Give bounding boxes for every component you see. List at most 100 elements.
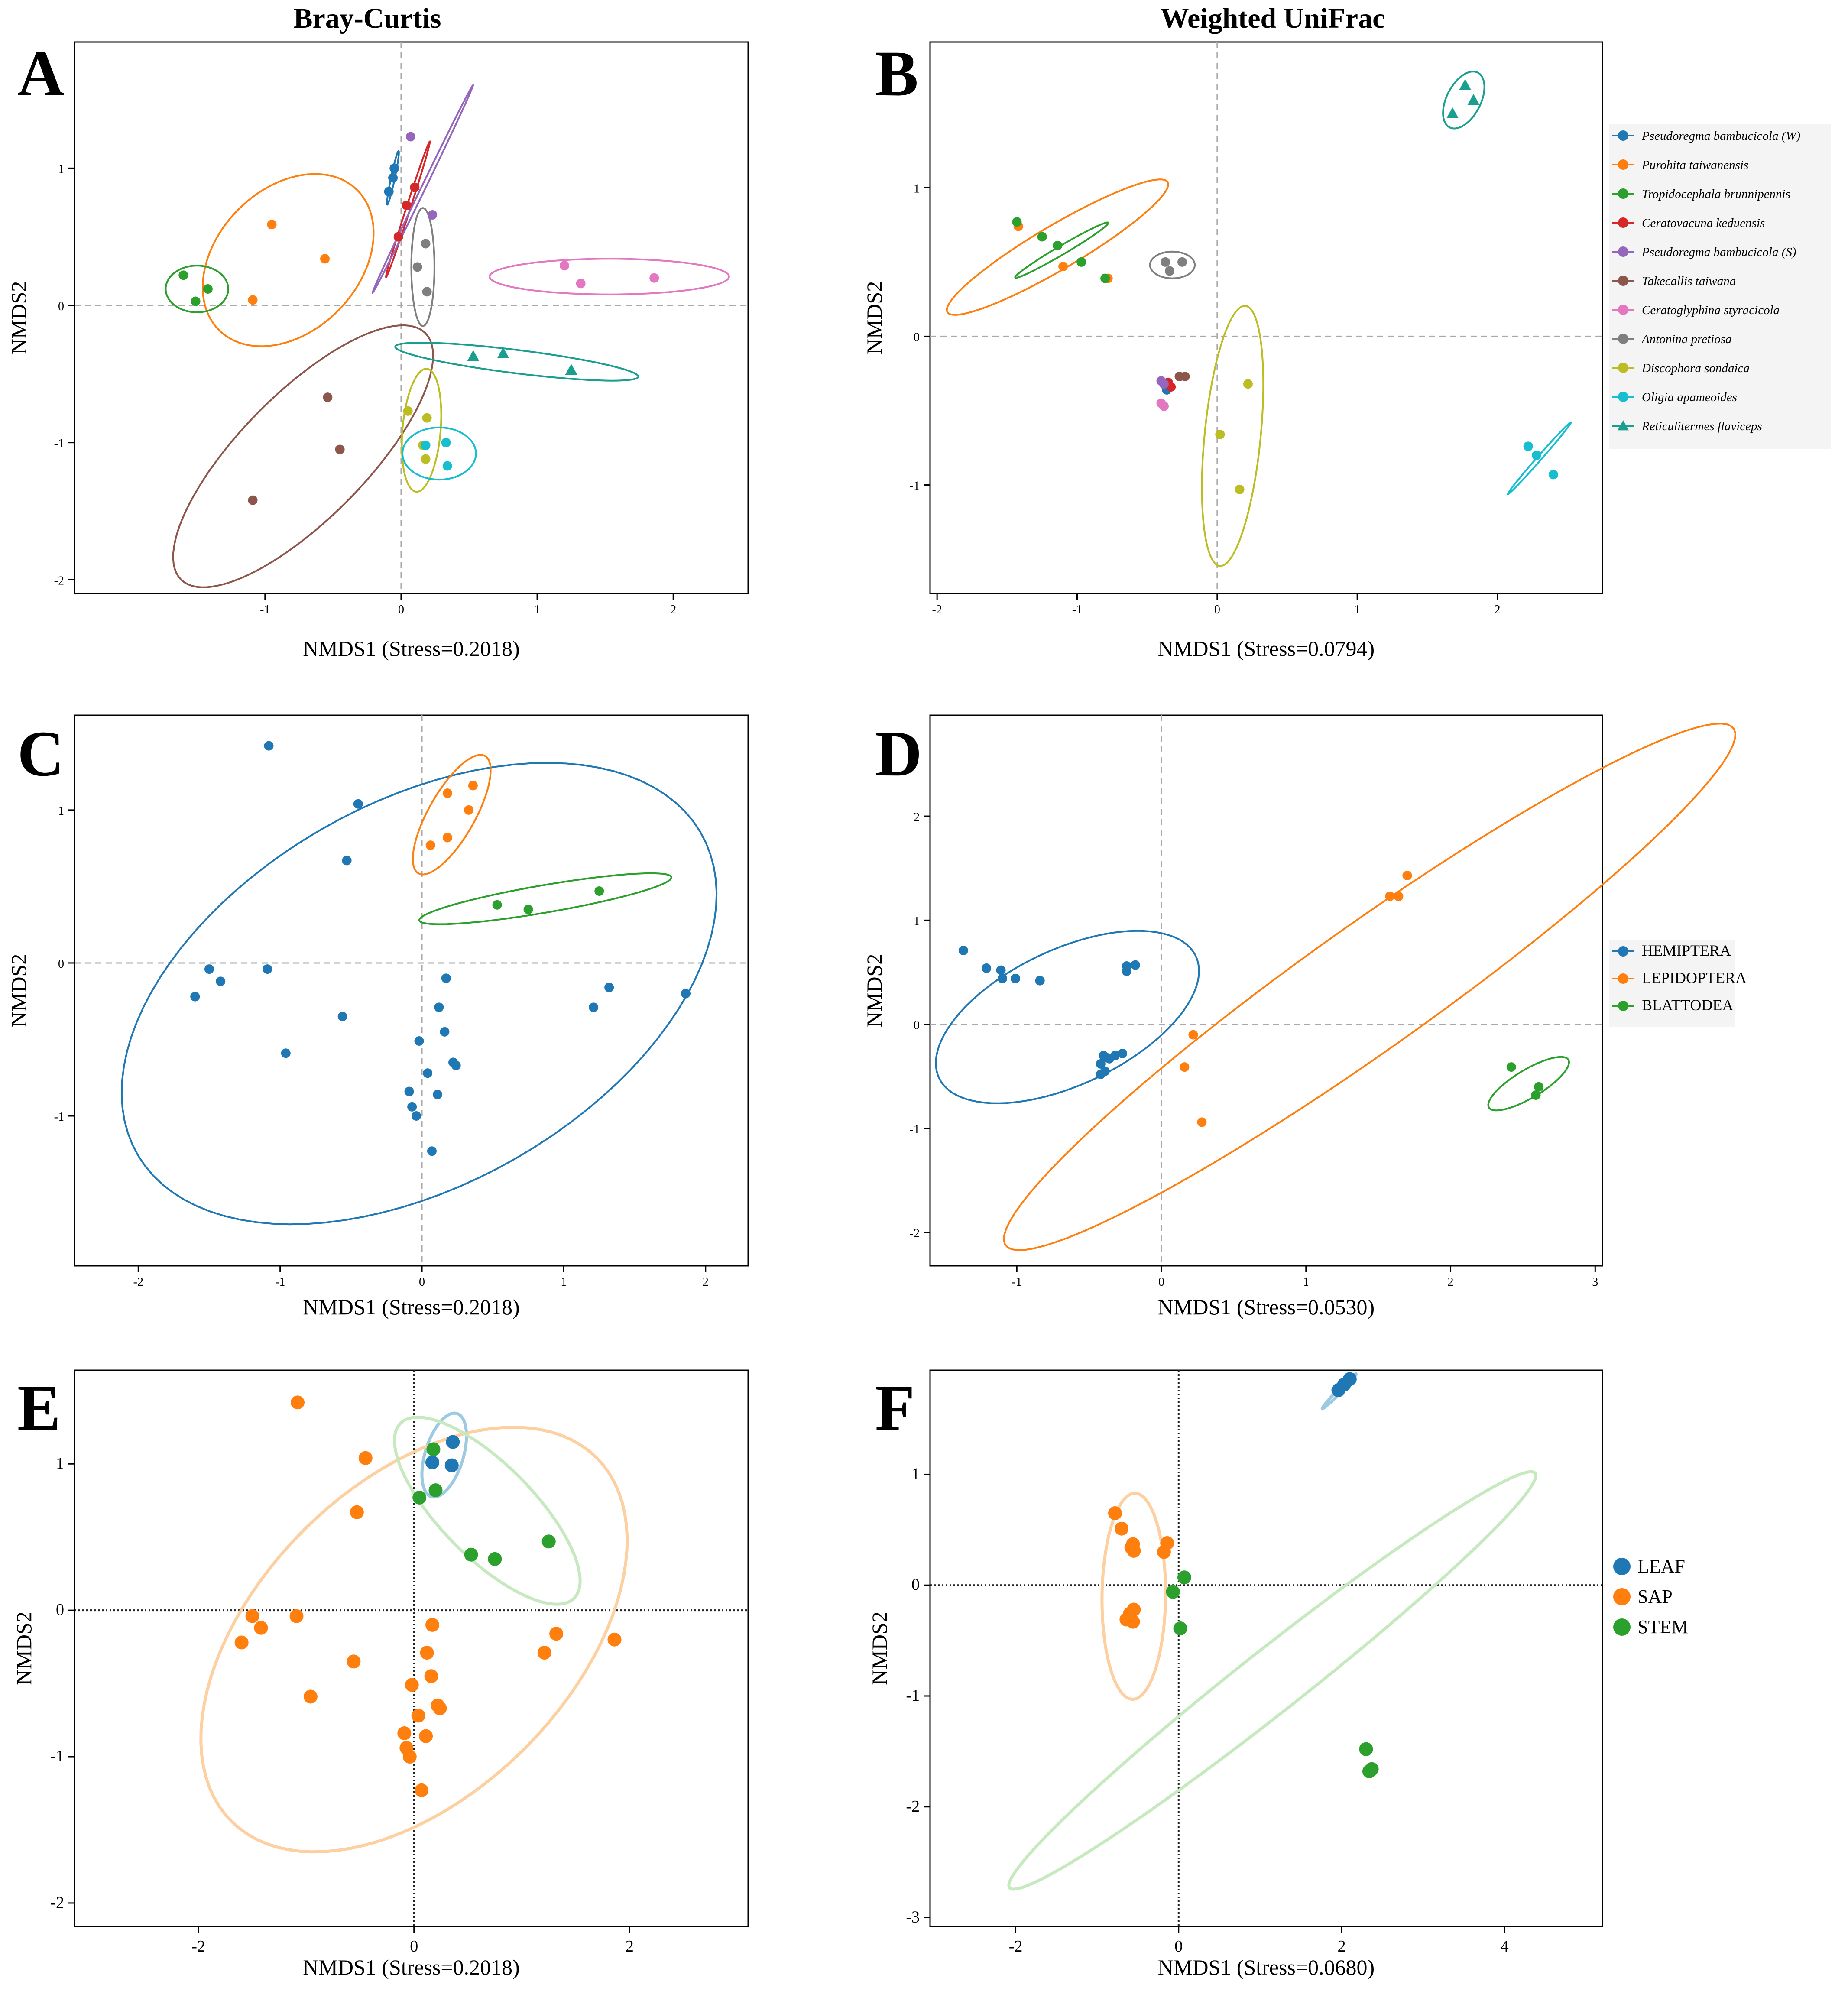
point-reticulitermes-flaviceps xyxy=(467,350,480,361)
legend-marker xyxy=(1618,188,1628,199)
point-sap xyxy=(549,1627,564,1641)
legend-label: Oligia apameoides xyxy=(1642,390,1737,404)
x-tick-label: 1 xyxy=(534,603,540,616)
y-tick-label: -3 xyxy=(906,1908,920,1926)
ellipse-tropidocephala-brunnipennis xyxy=(1014,221,1109,279)
point-sap xyxy=(411,1709,425,1723)
point-purohita-taiwanensis xyxy=(1058,262,1068,272)
point-hemiptera xyxy=(681,989,691,999)
ellipse-ceratoglyphina-styracicola xyxy=(489,258,730,295)
point-sap xyxy=(433,1701,447,1715)
y-tick-label: -1 xyxy=(50,1747,64,1765)
point-sap xyxy=(402,1750,417,1764)
panel-label-e: E xyxy=(17,1372,61,1444)
point-hemiptera xyxy=(1096,1059,1106,1069)
y-tick-label: 1 xyxy=(56,1454,64,1472)
point-reticulitermes-flaviceps xyxy=(1459,79,1472,90)
y-axis-title: NMDS2 xyxy=(867,1612,892,1685)
point-hemiptera xyxy=(281,1048,291,1058)
ellipse-oligia-apameoides xyxy=(402,426,477,481)
x-tick-label: 2 xyxy=(1495,603,1501,616)
point-hemiptera xyxy=(1122,966,1131,976)
panel-label-c: C xyxy=(17,718,64,790)
point-hemiptera xyxy=(404,1086,414,1096)
legend-marker xyxy=(1618,217,1628,228)
point-hemiptera xyxy=(190,992,200,1002)
ellipse-discophora-sondaica xyxy=(1201,305,1264,567)
point-tropidocephala-brunnipennis xyxy=(203,284,213,294)
x-tick-label: 2 xyxy=(703,1275,709,1289)
y-tick-label: -2 xyxy=(910,1227,920,1240)
point-lepidoptera xyxy=(442,833,452,843)
point-pseudoregma-bambucicola-w xyxy=(384,187,394,197)
panel-e: E -2 0 2 -2 -1 0 1 NMDS1 (Stress=0.2018) NMDS2 xyxy=(12,1369,749,1979)
point-takecallis-taiwana xyxy=(1180,372,1190,382)
point-lepidoptera xyxy=(464,805,474,815)
legend-marker xyxy=(1618,363,1628,373)
plot-frame xyxy=(74,41,749,594)
point-pseudoregma-bambucicola-s xyxy=(428,210,438,220)
point-stem xyxy=(488,1552,502,1566)
point-sap xyxy=(291,1395,305,1410)
panel-f: F -2 0 2 4 -3 -2 -1 0 1 NMDS1 (Stress=0.0680) NMDS2… xyxy=(867,1369,1688,1979)
legend-label: Reticulitermes flaviceps xyxy=(1641,419,1762,433)
legend-background xyxy=(1609,940,1735,1027)
point-hemiptera xyxy=(604,983,614,992)
point-stem xyxy=(541,1534,556,1549)
point-sap xyxy=(537,1646,551,1660)
legend-label: Ceratoglyphina styracicola xyxy=(1642,303,1780,317)
x-tick-label: 0 xyxy=(1174,1937,1183,1955)
panel-label-a: A xyxy=(17,38,64,110)
point-oligia-apameoides xyxy=(1548,470,1558,480)
legend-label: Purohita taiwanensis xyxy=(1641,158,1748,172)
point-takecallis-taiwana xyxy=(248,495,258,505)
panel-c: C -2 -1 0 1 2 -1 0 1 NMDS1 (Stress=0.2018) NMDS2 xyxy=(6,714,749,1319)
point-oligia-apameoides xyxy=(442,461,452,471)
ellipse-discophora-sondaica xyxy=(401,368,442,493)
point-hemiptera xyxy=(1100,1066,1110,1076)
ellipse-blattodea xyxy=(418,872,672,925)
y-tick-label: -1 xyxy=(910,1123,920,1136)
x-axis-title: NMDS1 (Stress=0.0680) xyxy=(1158,1955,1375,1979)
point-antonina-pretiosa xyxy=(1161,257,1170,267)
x-axis-title: NMDS1 (Stress=0.0530) xyxy=(1158,1295,1375,1319)
point-discophora-sondaica xyxy=(1215,429,1225,439)
point-oligia-apameoides xyxy=(1532,450,1542,460)
point-sap xyxy=(1157,1545,1171,1559)
point-lepidoptera xyxy=(468,781,478,791)
x-axis-title: NMDS1 (Stress=0.2018) xyxy=(303,636,519,661)
y-axis-title: NMDS2 xyxy=(6,954,31,1027)
point-takecallis-taiwana xyxy=(323,392,333,402)
legend-marker xyxy=(1618,246,1628,257)
point-lepidoptera xyxy=(1197,1117,1207,1127)
plot-frame xyxy=(74,714,749,1267)
point-hemiptera xyxy=(353,799,363,809)
legend-marker xyxy=(1618,392,1628,402)
point-lepidoptera xyxy=(1394,892,1404,901)
point-sap xyxy=(245,1609,259,1623)
legend-marker xyxy=(1613,1618,1631,1636)
point-hemiptera xyxy=(427,1146,437,1156)
point-tropidocephala-brunnipennis xyxy=(1037,232,1047,242)
point-discophora-sondaica xyxy=(1235,484,1245,494)
y-tick-label: -2 xyxy=(50,1894,64,1912)
point-sap xyxy=(415,1783,429,1797)
point-lepidoptera xyxy=(1180,1062,1190,1072)
x-tick-label: 2 xyxy=(670,603,676,616)
legend-label: BLATTODEA xyxy=(1642,996,1733,1014)
point-ceratoglyphina-styracicola xyxy=(559,261,569,271)
plot-frame xyxy=(74,1369,749,1927)
point-hemiptera xyxy=(204,964,214,974)
point-ceratovacuna-keduensis xyxy=(402,200,412,210)
y-tick-label: 0 xyxy=(914,331,920,344)
ellipse-ceratovacuna-keduensis xyxy=(385,140,431,279)
y-tick-label: 1 xyxy=(914,182,920,195)
point-lepidoptera xyxy=(442,788,452,798)
legend-label: LEAF xyxy=(1637,1556,1685,1577)
column-title-weighted-unifrac: Weighted UniFrac xyxy=(1161,3,1385,34)
point-tropidocephala-brunnipennis xyxy=(1012,217,1022,227)
point-stem xyxy=(412,1490,427,1505)
point-sap xyxy=(397,1726,412,1740)
point-discophora-sondaica xyxy=(403,406,413,416)
point-hemiptera xyxy=(342,856,352,866)
